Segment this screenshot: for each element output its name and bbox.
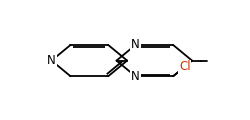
Text: N: N [47, 54, 56, 67]
Text: N: N [131, 70, 140, 83]
Text: Cl: Cl [179, 60, 190, 73]
Text: N: N [131, 39, 140, 51]
